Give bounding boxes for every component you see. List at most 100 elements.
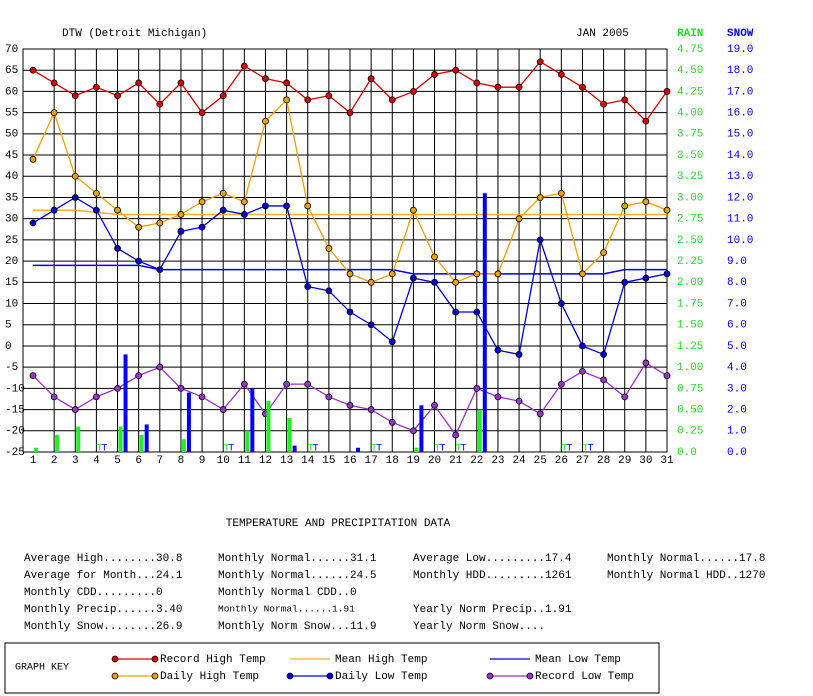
x-tick-label: 22	[470, 455, 483, 467]
marker	[93, 393, 100, 401]
x-tick-label: 23	[491, 455, 504, 467]
marker	[536, 58, 544, 66]
x-tick-label: 5	[114, 455, 121, 467]
snow-tick-label: 10.0	[727, 235, 753, 247]
snow-tick-label: 18.0	[727, 65, 753, 77]
marker	[135, 257, 143, 265]
marker	[346, 109, 354, 117]
marker	[50, 79, 58, 87]
summary-item: Monthly Normal HDD..1270	[607, 570, 765, 582]
precip-bar	[477, 409, 482, 452]
marker	[600, 249, 607, 257]
x-tick-label: 13	[280, 455, 293, 467]
x-tick-label: 14	[301, 455, 315, 467]
rain-tick-label: 0.25	[677, 426, 703, 438]
marker	[579, 342, 586, 350]
marker	[283, 202, 291, 210]
y-tick-label: 20	[5, 256, 18, 268]
marker	[50, 206, 58, 214]
chart-title: DTW (Detroit Michigan)	[62, 28, 207, 40]
marker	[219, 406, 227, 413]
x-tick-label: 12	[259, 455, 272, 467]
x-tick-label: 4	[93, 455, 100, 467]
y-tick-label: -15	[5, 404, 25, 416]
trace-label: T	[561, 444, 567, 455]
x-tick-label: 1	[30, 455, 37, 467]
key-marker	[286, 672, 294, 680]
rain-tick-label: 3.50	[677, 150, 703, 162]
marker	[515, 215, 523, 223]
y-tick-label: 15	[5, 277, 18, 289]
x-tick-label: 24	[512, 455, 526, 467]
marker	[409, 427, 417, 435]
x-tick-label: 16	[343, 455, 356, 467]
trace-label: T	[461, 444, 467, 455]
rain-tick-label: 1.25	[677, 341, 703, 353]
marker	[388, 96, 396, 104]
marker	[388, 270, 396, 278]
summary-item: Monthly Normal......24.5	[218, 570, 376, 582]
marker	[367, 406, 375, 413]
y-tick-label: 60	[5, 86, 18, 98]
trace-label: T	[101, 444, 107, 455]
snow-tick-label: 11.0	[727, 214, 753, 226]
marker	[135, 372, 143, 380]
snow-tick-label: 3.0	[727, 383, 747, 395]
marker	[663, 206, 671, 214]
rain-tick-label: 4.00	[677, 108, 703, 120]
marker	[579, 270, 586, 278]
y-tick-label: 25	[5, 235, 18, 247]
snow-tick-label: 19.0	[727, 44, 753, 56]
y-tick-label: -5	[5, 362, 18, 374]
marker	[198, 393, 206, 401]
precip-bar	[139, 435, 144, 452]
marker	[536, 410, 544, 418]
summary-item: Monthly Precip......3.40	[24, 604, 182, 616]
marker	[621, 393, 629, 401]
trace-label: T	[440, 444, 446, 455]
marker	[579, 83, 586, 91]
marker	[71, 92, 79, 100]
precip-bar	[55, 435, 60, 452]
marker	[642, 359, 650, 367]
precip-bar	[34, 447, 38, 452]
rain-tick-label: 2.00	[677, 277, 703, 289]
marker	[621, 278, 629, 286]
y-tick-label: -25	[5, 447, 25, 459]
x-tick-label: 30	[639, 455, 652, 467]
rain-tick-label: 1.50	[677, 320, 703, 332]
marker	[536, 236, 544, 244]
summary-item: Monthly Norm Snow...11.9	[218, 621, 376, 633]
y-tick-label: 50	[5, 129, 18, 141]
marker	[325, 287, 333, 295]
marker	[388, 418, 396, 426]
marker	[304, 96, 312, 104]
marker	[557, 380, 565, 388]
precip-bar	[123, 354, 128, 452]
rain-tick-label: 4.25	[677, 86, 703, 98]
summary-item: Yearly Norm Snow....	[413, 621, 545, 633]
marker	[114, 384, 121, 392]
marker	[156, 219, 164, 227]
marker	[473, 308, 481, 316]
snow-tick-label: 4.0	[727, 362, 747, 374]
precip-bar	[414, 447, 419, 452]
snow-tick-label: 13.0	[727, 171, 753, 183]
trace-label: T	[96, 444, 102, 455]
marker	[494, 393, 502, 401]
x-tick-label: 9	[199, 455, 206, 467]
y-tick-label: 55	[5, 108, 18, 120]
marker	[240, 198, 248, 206]
marker	[304, 380, 312, 388]
precip-bar	[118, 426, 123, 452]
marker	[50, 393, 58, 401]
marker	[642, 117, 650, 125]
marker	[156, 100, 164, 108]
marker	[198, 109, 206, 117]
y-tick-label: 45	[5, 150, 18, 162]
marker	[473, 270, 481, 278]
trace-label: T	[308, 444, 314, 455]
precip-bar	[181, 439, 186, 452]
marker	[135, 79, 143, 87]
x-tick-label: 11	[238, 455, 252, 467]
